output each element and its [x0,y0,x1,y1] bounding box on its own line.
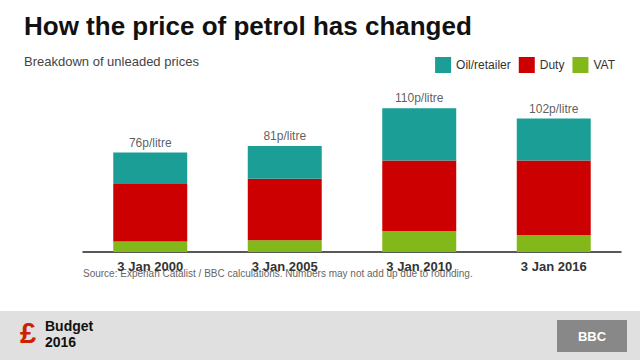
svg-text:76p/litre: 76p/litre [129,136,172,150]
svg-text:3 Jan 2000: 3 Jan 2000 [117,259,183,274]
svg-text:3 Jan 2005: 3 Jan 2005 [252,259,318,274]
svg-text:BBC: BBC [578,329,607,344]
svg-text:2016: 2016 [45,334,76,350]
svg-text:3 Jan 2016: 3 Jan 2016 [521,259,587,274]
svg-text:Oil/retailer: Oil/retailer [456,58,511,72]
svg-text:Duty: Duty [540,58,565,72]
svg-text:3 Jan 2010: 3 Jan 2010 [386,259,452,274]
svg-text:VAT: VAT [593,58,615,72]
svg-text:£: £ [20,317,36,349]
svg-text:110p/litre: 110p/litre [395,91,444,105]
svg-text:102p/litre: 102p/litre [529,102,579,116]
svg-text:81p/litre: 81p/litre [263,129,306,143]
svg-text:Budget: Budget [45,318,94,334]
svg-text:Breakdown of unleaded prices: Breakdown of unleaded prices [24,54,199,69]
svg-text:How the price of petrol has ch: How the price of petrol has changed [24,11,472,41]
